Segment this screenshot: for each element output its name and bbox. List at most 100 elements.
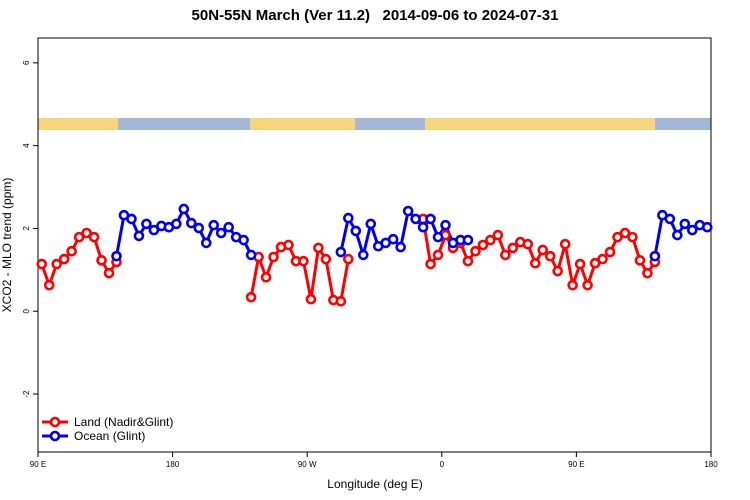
point	[343, 253, 354, 265]
point	[402, 205, 414, 217]
point	[343, 212, 354, 224]
land-band	[38, 118, 118, 130]
land-ocean-mask	[38, 118, 711, 130]
point	[679, 218, 691, 230]
point	[410, 213, 421, 225]
y-axis-label: XCO2 - MLO trend (ppm)	[0, 178, 14, 313]
point	[103, 267, 115, 279]
point	[245, 249, 257, 261]
point	[215, 227, 227, 239]
point	[634, 255, 646, 266]
y-tick-label: 4	[22, 143, 31, 148]
point	[365, 218, 377, 230]
chart-title: 50N-55N March (Ver 11.2) 2014-09-06 to 2…	[192, 7, 559, 24]
point	[88, 231, 100, 243]
point	[36, 258, 48, 270]
point	[485, 234, 496, 246]
point	[529, 257, 541, 269]
y-tick-label: 2	[22, 226, 31, 231]
point	[649, 250, 661, 262]
point	[567, 279, 578, 291]
point	[298, 255, 309, 267]
point	[283, 239, 294, 251]
point	[238, 234, 249, 246]
point	[305, 293, 317, 305]
point	[335, 296, 347, 307]
point	[193, 222, 205, 234]
point	[111, 250, 122, 262]
point	[268, 251, 279, 263]
point	[500, 249, 511, 261]
plot-frame	[37, 37, 712, 453]
point	[200, 237, 212, 249]
point	[66, 245, 77, 257]
point	[178, 203, 190, 215]
point	[126, 213, 137, 225]
point	[612, 231, 623, 243]
point	[185, 217, 197, 229]
point	[141, 218, 152, 230]
point	[672, 229, 683, 241]
y-tick-label: 0	[22, 308, 31, 313]
point	[320, 253, 332, 265]
point	[627, 231, 638, 243]
point	[537, 244, 549, 256]
x-tick-label: 180	[166, 460, 180, 469]
point	[208, 219, 220, 231]
point	[223, 221, 234, 233]
point	[462, 234, 474, 246]
legend-label: Land (Nadir&Glint)	[74, 415, 173, 429]
land-band	[425, 118, 655, 130]
point	[387, 233, 399, 245]
point	[58, 253, 70, 265]
point	[597, 253, 608, 265]
legend-label: Ocean (Glint)	[74, 429, 145, 443]
point	[574, 258, 586, 270]
x-tick-label: 90 E	[30, 460, 46, 469]
point	[687, 224, 698, 236]
x-axis-label: Longitude (deg E)	[327, 477, 422, 491]
point	[395, 241, 406, 253]
point	[335, 246, 347, 258]
x-tick-label: 90 E	[568, 460, 584, 469]
point	[552, 265, 564, 277]
point	[425, 258, 436, 270]
point	[582, 279, 593, 291]
y-tick-label: 6	[22, 60, 31, 65]
point	[462, 255, 474, 267]
point	[171, 218, 182, 230]
point	[522, 238, 534, 250]
point	[260, 271, 272, 283]
point	[357, 249, 369, 261]
point	[664, 213, 676, 225]
point	[544, 250, 556, 262]
point	[477, 239, 489, 251]
point	[43, 279, 55, 291]
point	[589, 257, 601, 269]
point	[73, 231, 85, 243]
x-tick-label: 180	[704, 460, 718, 469]
point	[619, 227, 631, 239]
point	[148, 224, 160, 236]
legend: Land (Nadir&Glint)Ocean (Glint)	[42, 415, 173, 443]
x-tick-label: 90 W	[298, 460, 317, 469]
x-tick-label: 0	[440, 460, 445, 469]
point	[51, 258, 62, 270]
point	[81, 227, 92, 239]
point	[604, 246, 616, 258]
point	[432, 231, 444, 243]
point	[440, 219, 451, 231]
legend-marker	[49, 430, 61, 442]
point	[701, 221, 713, 233]
point	[492, 229, 504, 241]
point	[507, 242, 519, 254]
point	[96, 255, 107, 266]
point	[425, 213, 436, 225]
point	[313, 242, 324, 254]
legend-marker	[49, 416, 61, 428]
point	[133, 230, 145, 242]
point	[350, 225, 362, 237]
point	[417, 221, 429, 233]
